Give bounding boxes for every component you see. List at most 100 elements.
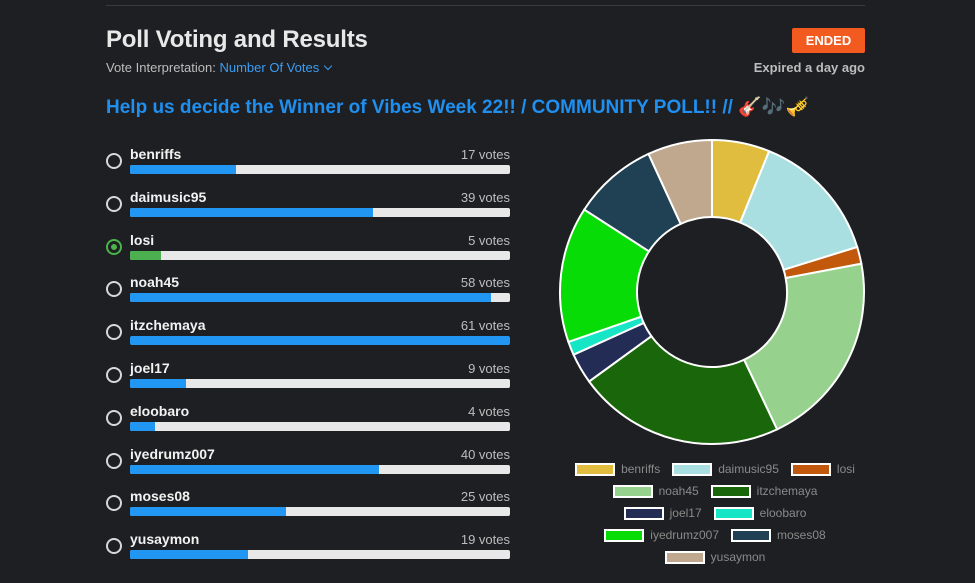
poll-question: Help us decide the Winner of Vibes Week …	[106, 97, 810, 118]
top-divider	[106, 5, 865, 6]
legend-item[interactable]: itzchemaya	[710, 484, 818, 498]
legend-swatch	[612, 484, 653, 498]
interpretation-dropdown[interactable]: Number Of Votes	[219, 60, 333, 75]
poll-option[interactable]: losi 5 votes	[106, 232, 510, 268]
vote-progress-fill	[130, 207, 373, 217]
poll-option[interactable]: joel17 9 votes	[106, 360, 510, 396]
option-radio[interactable]	[106, 195, 122, 212]
page-title: Poll Voting and Results	[106, 26, 368, 53]
option-radio[interactable]	[106, 452, 122, 469]
option-votes: 25 votes	[460, 489, 510, 505]
legend-row: joel17 eloobaro	[560, 502, 870, 524]
legend-label: moses08	[777, 528, 826, 542]
legend-swatch	[623, 506, 664, 520]
donut-slice-daimusic95[interactable]	[738, 149, 859, 272]
legend-label: daimusic95	[718, 462, 779, 476]
poll-option[interactable]: eloobaro 4 votes	[106, 403, 510, 439]
option-votes: 39 votes	[460, 189, 510, 205]
legend-item[interactable]: benriffs	[575, 462, 660, 476]
donut-slice-iyedrumz007[interactable]	[559, 208, 651, 344]
vote-progress-bar	[130, 550, 510, 560]
option-name: benriffs	[130, 146, 182, 162]
legend-swatch	[575, 462, 616, 476]
donut-slice-itzchemaya[interactable]	[587, 334, 779, 445]
legend-swatch	[710, 484, 751, 498]
poll-option[interactable]: yusaymon 19 votes	[106, 531, 510, 567]
option-radio[interactable]	[106, 324, 122, 341]
legend-label: iyedrumz007	[650, 528, 719, 542]
donut-slice-eloobaro[interactable]	[567, 315, 646, 357]
donut-slice-benriffs[interactable]	[711, 138, 771, 224]
poll-option[interactable]: iyedrumz007 40 votes	[106, 446, 510, 482]
donut-slice-moses08[interactable]	[582, 152, 682, 253]
option-votes: 9 votes	[468, 361, 510, 376]
chart-legend: benriffs daimusic95 losi noah45 itzchemaya jo…	[560, 458, 870, 568]
vote-progress-bar	[130, 464, 510, 474]
option-radio[interactable]	[106, 409, 122, 426]
expired-text: Expired a day ago	[753, 60, 865, 75]
poll-option[interactable]: benriffs 17 votes	[106, 146, 510, 182]
legend-label: itzchemaya	[756, 484, 818, 498]
legend-label: losi	[836, 462, 855, 476]
legend-item[interactable]: moses08	[731, 528, 826, 542]
vote-progress-fill	[130, 550, 249, 560]
legend-swatch	[790, 462, 831, 476]
legend-label: benriffs	[621, 462, 661, 476]
donut-slice-joel17[interactable]	[572, 321, 653, 383]
vote-progress-bar	[130, 336, 510, 346]
donut-slice-yusaymon[interactable]	[647, 138, 713, 226]
option-name: itzchemaya	[130, 317, 206, 334]
vote-progress-bar	[130, 293, 510, 303]
poll-option[interactable]: daimusic95 39 votes	[106, 189, 510, 225]
option-radio[interactable]	[106, 367, 122, 383]
poll-option[interactable]: itzchemaya 61 votes	[106, 317, 510, 353]
vote-progress-bar	[130, 165, 510, 174]
poll-option[interactable]: noah45 58 votes	[106, 274, 510, 310]
vote-progress-bar	[130, 250, 510, 260]
legend-row: benriffs daimusic95 losi	[560, 458, 870, 480]
status-badge: ENDED	[792, 28, 865, 53]
legend-item[interactable]: eloobaro	[713, 506, 806, 520]
legend-item[interactable]: losi	[790, 462, 855, 476]
legend-label: noah45	[658, 484, 699, 498]
legend-swatch	[713, 506, 754, 520]
legend-swatch	[731, 528, 771, 542]
chevron-down-icon[interactable]	[323, 61, 333, 71]
interpretation-label: Vote Interpretation:	[106, 60, 216, 75]
interpretation-value[interactable]: Number Of Votes	[219, 60, 320, 75]
option-name: noah45	[130, 274, 180, 291]
option-radio[interactable]	[106, 238, 122, 255]
option-name: iyedrumz007	[130, 445, 215, 462]
option-name: yusaymon	[130, 531, 200, 548]
legend-item[interactable]: noah45	[612, 484, 699, 498]
vote-progress-fill	[130, 379, 187, 388]
legend-item[interactable]: yusaymon	[664, 550, 766, 564]
legend-swatch	[664, 550, 705, 564]
donut-slice-noah45[interactable]	[742, 262, 865, 431]
vote-progress-bar	[130, 379, 510, 388]
legend-item[interactable]: iyedrumz007	[604, 528, 719, 542]
legend-swatch	[604, 528, 645, 542]
vote-progress-fill	[130, 250, 162, 260]
donut-slice-losi[interactable]	[782, 245, 863, 280]
vote-progress-fill	[130, 165, 236, 174]
option-radio[interactable]	[106, 153, 122, 169]
option-votes: 5 votes	[468, 232, 510, 248]
option-votes: 4 votes	[468, 403, 510, 419]
legend-label: yusaymon	[710, 550, 766, 564]
vote-progress-fill	[130, 336, 510, 346]
legend-row: iyedrumz007 moses08	[560, 524, 870, 546]
vote-progress-bar	[130, 421, 510, 431]
option-votes: 58 votes	[460, 275, 510, 291]
vote-progress-fill	[130, 293, 492, 303]
option-name: daimusic95	[130, 188, 207, 205]
legend-item[interactable]: daimusic95	[672, 462, 779, 476]
option-radio[interactable]	[106, 538, 122, 555]
poll-option[interactable]: moses08 25 votes	[106, 488, 510, 524]
vote-progress-bar	[130, 207, 510, 217]
option-radio[interactable]	[106, 495, 122, 512]
vote-interpretation: Vote Interpretation: Number Of Votes	[106, 60, 333, 75]
option-radio[interactable]	[106, 281, 122, 298]
vote-progress-fill	[130, 507, 286, 517]
legend-item[interactable]: joel17	[623, 506, 702, 520]
